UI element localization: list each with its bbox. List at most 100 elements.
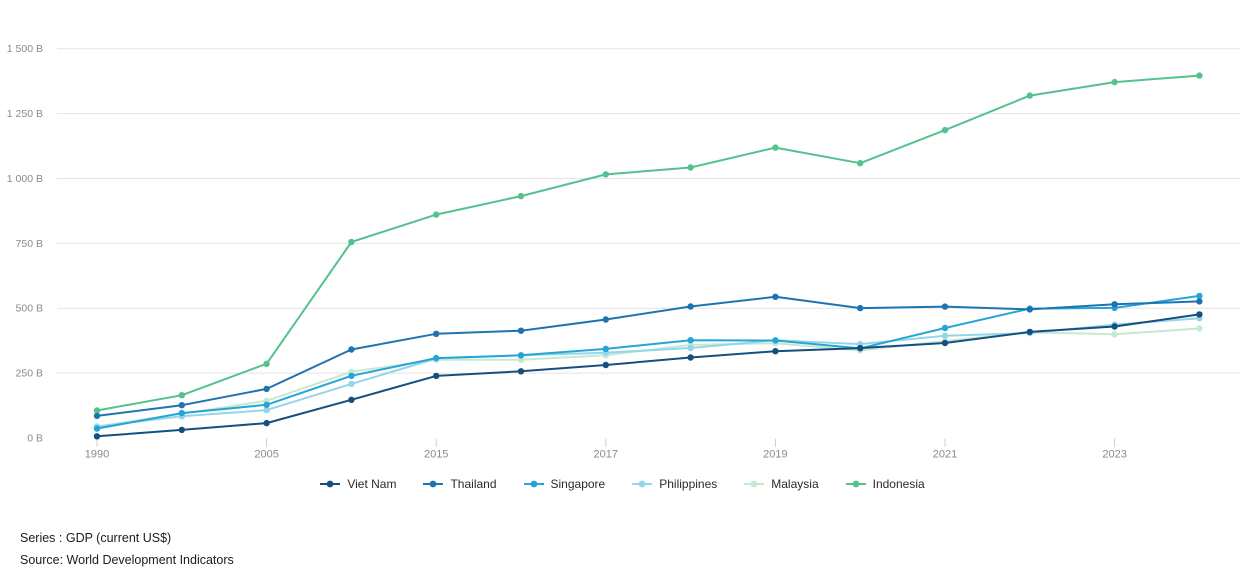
legend-label: Philippines (659, 477, 717, 491)
data-point (1027, 329, 1033, 335)
data-point (179, 410, 185, 416)
series-line-philippines (97, 318, 1199, 426)
data-point (1111, 79, 1117, 85)
data-point (348, 346, 354, 352)
series-line-thailand (97, 297, 1199, 416)
legend-item-indonesia[interactable]: Indonesia (846, 477, 925, 491)
legend-marker-icon (846, 479, 866, 489)
data-point (687, 337, 693, 343)
data-point (942, 340, 948, 346)
data-point (942, 333, 948, 339)
data-point (518, 328, 524, 334)
data-point (1027, 306, 1033, 312)
data-point (857, 160, 863, 166)
legend-label: Malaysia (771, 477, 818, 491)
legend-item-malaysia[interactable]: Malaysia (744, 477, 818, 491)
legend-marker-icon (524, 479, 544, 489)
data-point (772, 337, 778, 343)
data-point (518, 368, 524, 374)
data-point (518, 352, 524, 358)
data-point (263, 420, 269, 426)
chart-footnotes: Series : GDP (current US$) Source: World… (20, 528, 234, 571)
y-axis-tick-label: 250 B (16, 368, 43, 380)
data-point (94, 425, 100, 431)
series-malaysia (94, 325, 1203, 430)
data-point (603, 346, 609, 352)
data-point (857, 305, 863, 311)
data-point (433, 331, 439, 337)
data-point (348, 239, 354, 245)
data-point (179, 402, 185, 408)
data-point (603, 171, 609, 177)
data-point (433, 355, 439, 361)
data-point (263, 402, 269, 408)
legend-label: Singapore (551, 477, 606, 491)
data-point (1111, 331, 1117, 337)
y-axis-tick-label: 1 250 B (7, 108, 43, 120)
data-point (179, 427, 185, 433)
data-point (687, 345, 693, 351)
y-axis-tick-label: 1 000 B (7, 173, 43, 185)
data-point (433, 211, 439, 217)
series-line-malaysia (97, 329, 1199, 427)
source-note: Source: World Development Indicators (20, 550, 234, 571)
chart-legend: Viet Nam Thailand Singapore Philippines Mala… (0, 470, 1245, 498)
x-axis-tick-label: 2017 (594, 449, 618, 461)
x-axis-tick-label: 2023 (1102, 449, 1126, 461)
legend-label: Indonesia (873, 477, 925, 491)
data-point (1111, 301, 1117, 307)
x-axis-tick-label: 2015 (424, 449, 448, 461)
data-point (942, 325, 948, 331)
y-axis-tick-label: 750 B (16, 238, 43, 250)
data-point (1111, 323, 1117, 329)
legend-marker-icon (744, 479, 764, 489)
data-point (687, 303, 693, 309)
data-point (518, 193, 524, 199)
data-point (433, 373, 439, 379)
data-point (772, 144, 778, 150)
data-point (857, 345, 863, 351)
series-thailand (94, 294, 1203, 420)
data-point (603, 362, 609, 368)
data-point (942, 127, 948, 133)
y-axis-tick-label: 500 B (16, 303, 43, 315)
data-point (1196, 325, 1202, 331)
data-point (263, 361, 269, 367)
x-axis-tick-label: 2005 (254, 449, 278, 461)
data-point (348, 381, 354, 387)
data-point (94, 433, 100, 439)
y-axis-tick-label: 0 B (27, 433, 43, 445)
legend-item-philippines[interactable]: Philippines (632, 477, 717, 491)
x-axis-tick-label: 2021 (933, 449, 957, 461)
y-axis-tick-label: 1 500 B (7, 43, 43, 55)
data-point (348, 373, 354, 379)
data-point (1196, 298, 1202, 304)
legend-label: Thailand (450, 477, 496, 491)
legend-item-singapore[interactable]: Singapore (524, 477, 606, 491)
data-point (94, 413, 100, 419)
x-axis-tick-label: 2019 (763, 449, 787, 461)
data-point (1196, 311, 1202, 317)
data-point (772, 348, 778, 354)
legend-label: Viet Nam (347, 477, 396, 491)
data-point (1196, 72, 1202, 78)
data-point (942, 303, 948, 309)
legend-item-thailand[interactable]: Thailand (423, 477, 496, 491)
data-point (348, 397, 354, 403)
series-note: Series : GDP (current US$) (20, 528, 234, 550)
data-point (263, 386, 269, 392)
data-point (1196, 293, 1202, 299)
legend-marker-icon (423, 479, 443, 489)
data-point (1027, 92, 1033, 98)
data-point (687, 354, 693, 360)
legend-marker-icon (632, 479, 652, 489)
x-axis-tick-label: 1990 (85, 449, 109, 461)
chart-canvas: 0 B 250 B 500 B 750 B 1 000 B 1 250 B 1 500 B 1… (0, 0, 1245, 465)
legend-marker-icon (320, 479, 340, 489)
legend-item-viet-nam[interactable]: Viet Nam (320, 477, 396, 491)
gdp-line-chart: 0 B 250 B 500 B 750 B 1 000 B 1 250 B 1 500 B 1… (0, 0, 1245, 465)
data-point (603, 316, 609, 322)
data-point (772, 294, 778, 300)
data-point (687, 164, 693, 170)
data-point (179, 392, 185, 398)
